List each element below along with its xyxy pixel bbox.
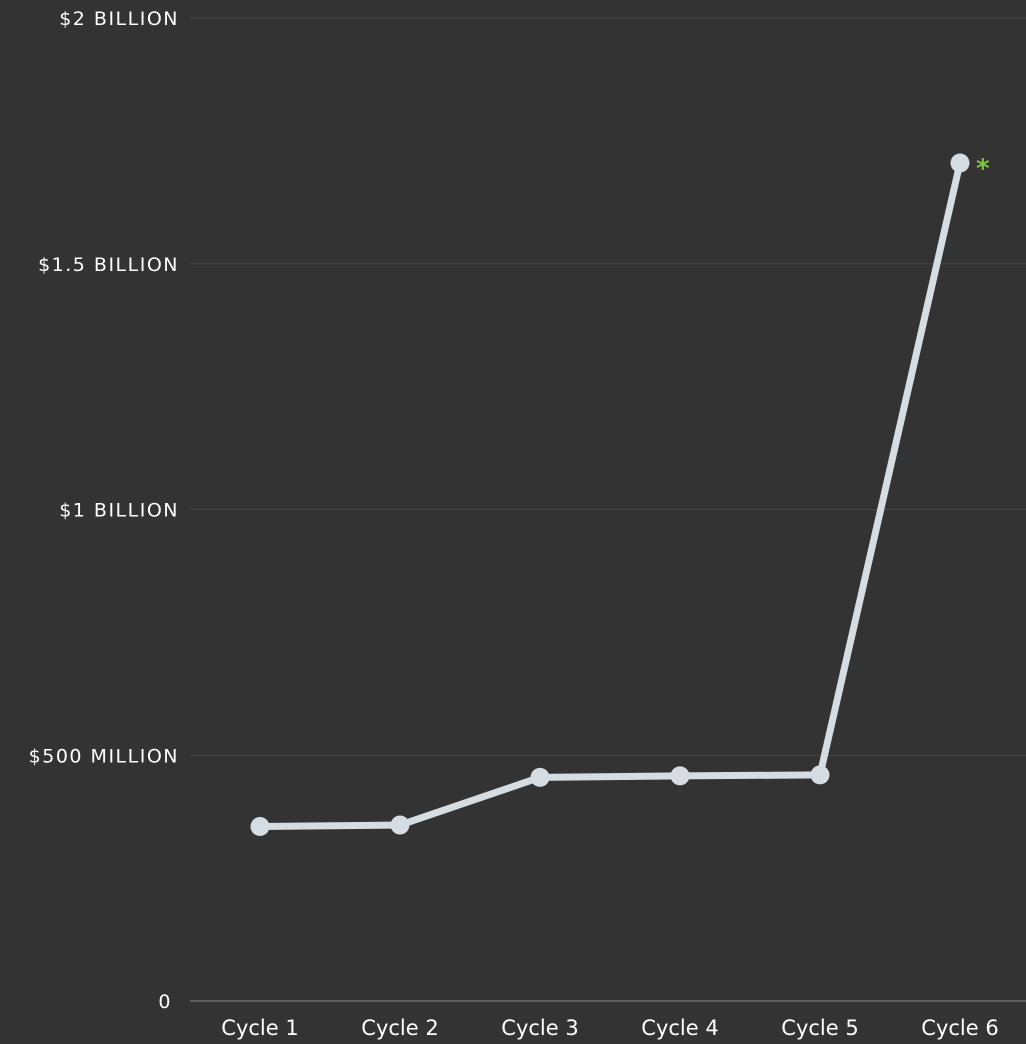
x-tick-label: Cycle 6 [921, 1016, 998, 1040]
y-tick-label: $500 MILLION [29, 745, 179, 767]
data-point-marker [530, 767, 550, 787]
x-tick-label: Cycle 4 [641, 1016, 718, 1040]
y-tick-label: $1.5 BILLION [38, 254, 179, 276]
x-tick-label: Cycle 5 [781, 1016, 858, 1040]
y-tick-label: $2 BILLION [59, 8, 179, 30]
data-point-marker [950, 153, 970, 173]
x-tick-label: Cycle 1 [221, 1016, 298, 1040]
y-axis-ticks: 0 $500 MILLION $1 BILLION $1.5 BILLION $2 BI… [29, 8, 179, 1013]
data-point-marker [670, 766, 690, 786]
y-tick-label: 0 [158, 991, 172, 1013]
data-point-marker [810, 765, 830, 785]
x-tick-label: Cycle 3 [501, 1016, 578, 1040]
x-axis-ticks: Cycle 1 Cycle 2 Cycle 3 Cycle 4 Cycle 5 Cycle… [221, 1016, 998, 1040]
y-tick-label: $1 BILLION [59, 500, 179, 522]
series-line [256, 159, 964, 831]
grid-layer [190, 17, 1026, 1002]
data-point-marker [390, 815, 410, 835]
data-point-marker [250, 817, 270, 837]
annotation-layer: * [976, 154, 990, 184]
series-layer [250, 153, 970, 837]
annotation-asterisk: * [976, 154, 990, 184]
x-tick-label: Cycle 2 [361, 1016, 438, 1040]
